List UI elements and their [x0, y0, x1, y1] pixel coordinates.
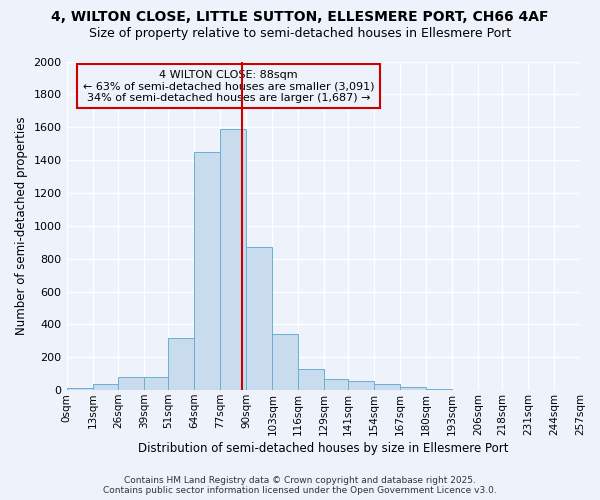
Bar	[247, 247, 272, 390]
Bar	[374, 384, 400, 390]
Bar	[348, 381, 374, 390]
Bar	[67, 388, 92, 390]
Bar	[272, 334, 298, 390]
Text: 4 WILTON CLOSE: 88sqm
← 63% of semi-detached houses are smaller (3,091)
34% of s: 4 WILTON CLOSE: 88sqm ← 63% of semi-deta…	[83, 70, 374, 103]
Bar	[194, 152, 220, 390]
Bar	[298, 369, 324, 390]
Bar	[145, 377, 169, 390]
Bar	[169, 338, 194, 390]
Bar	[118, 377, 145, 390]
X-axis label: Distribution of semi-detached houses by size in Ellesmere Port: Distribution of semi-detached houses by …	[138, 442, 509, 455]
Text: 4, WILTON CLOSE, LITTLE SUTTON, ELLESMERE PORT, CH66 4AF: 4, WILTON CLOSE, LITTLE SUTTON, ELLESMER…	[51, 10, 549, 24]
Text: Size of property relative to semi-detached houses in Ellesmere Port: Size of property relative to semi-detach…	[89, 28, 511, 40]
Text: Contains HM Land Registry data © Crown copyright and database right 2025.
Contai: Contains HM Land Registry data © Crown c…	[103, 476, 497, 495]
Bar	[324, 380, 348, 390]
Bar	[400, 387, 426, 390]
Bar	[220, 129, 247, 390]
Y-axis label: Number of semi-detached properties: Number of semi-detached properties	[15, 116, 28, 335]
Bar	[92, 384, 118, 390]
